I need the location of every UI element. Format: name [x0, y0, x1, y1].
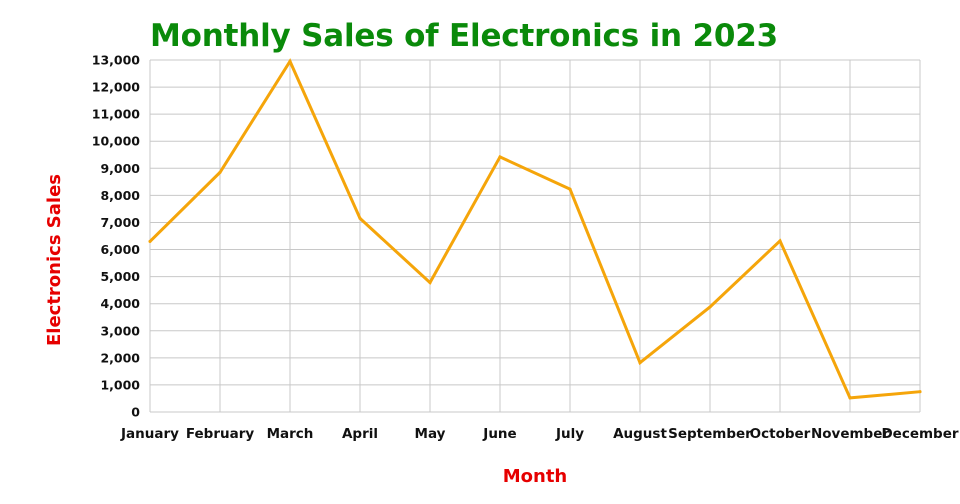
- y-tick-label: 11,000: [92, 107, 141, 122]
- data-point: [428, 281, 432, 285]
- data-point: [708, 305, 712, 309]
- y-tick-label: 4,000: [100, 296, 140, 311]
- y-tick-label: 0: [131, 405, 140, 420]
- x-tick-label: June: [482, 426, 516, 442]
- data-point: [918, 390, 922, 394]
- x-tick-label: October: [750, 426, 811, 442]
- x-tick-label: August: [613, 426, 667, 442]
- data-point: [848, 396, 852, 400]
- data-point: [638, 361, 642, 365]
- x-tick-label: February: [186, 426, 255, 442]
- y-tick-label: 6,000: [100, 242, 140, 257]
- x-tick-label: September: [668, 426, 752, 442]
- series-line: [148, 58, 922, 400]
- x-tick-label: December: [881, 426, 958, 442]
- data-point: [358, 216, 362, 220]
- y-tick-label: 8,000: [100, 188, 140, 203]
- y-tick-label: 10,000: [92, 134, 141, 149]
- y-tick-label: 2,000: [100, 350, 140, 365]
- data-point: [498, 155, 502, 159]
- x-tick-label: March: [267, 426, 314, 442]
- y-axis-label: Electronics Sales: [44, 174, 65, 346]
- y-tick-label: 1,000: [100, 377, 140, 392]
- x-tick-label: November: [811, 426, 889, 442]
- data-point: [568, 187, 572, 191]
- y-tick-label: 7,000: [100, 215, 140, 230]
- x-tick-label: April: [342, 426, 378, 442]
- y-tick-label: 9,000: [100, 161, 140, 176]
- y-tick-label: 12,000: [92, 80, 141, 95]
- data-point: [218, 170, 222, 174]
- data-point: [288, 59, 292, 63]
- x-axis-label: Month: [503, 466, 568, 487]
- x-tick-label: July: [555, 426, 584, 442]
- x-tick-label: January: [120, 426, 179, 442]
- grid-lines: [149, 59, 921, 413]
- chart-title: Monthly Sales of Electronics in 2023: [150, 18, 778, 54]
- y-tick-label: 5,000: [100, 269, 140, 284]
- data-point: [148, 239, 152, 243]
- y-tick-label: 3,000: [100, 323, 140, 338]
- x-tick-label: May: [415, 426, 446, 442]
- data-point: [778, 239, 782, 243]
- y-tick-label: 13,000: [92, 53, 141, 68]
